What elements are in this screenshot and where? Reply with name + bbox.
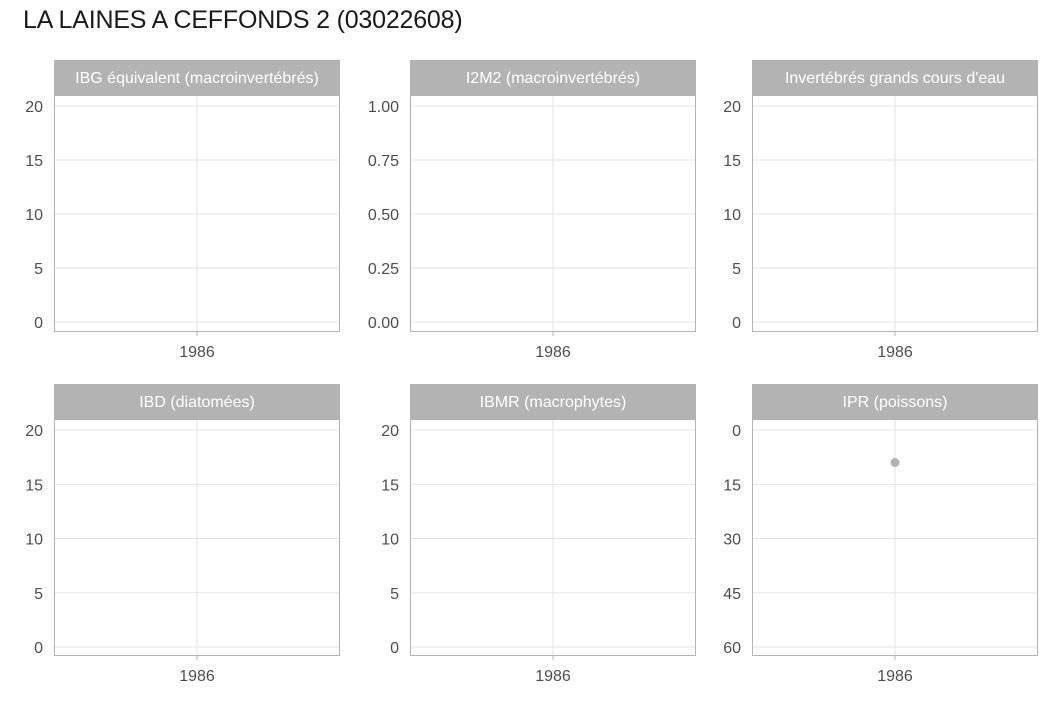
y-tick-label: 20 [25,99,43,116]
y-tick-label: 10 [723,207,741,224]
x-tick-label: 1986 [535,668,571,685]
facet-panel: IBMR (macrophytes) 20 15 10 5 0 1986 [381,384,696,685]
y-tick-label: 10 [381,532,399,549]
facet-title: IPR (poissons) [843,394,948,411]
y-tick-label: 0 [34,315,43,332]
data-point [890,458,900,468]
facet-panel: Invertébrés grands cours d'eau 20 15 10 5 0 19… [723,60,1038,361]
x-tick-label: 1986 [179,668,215,685]
facet-panel: IBG équivalent (macroinvertébrés) 20 15 10 5… [25,60,340,361]
x-tick-label: 1986 [877,344,913,361]
y-tick-label: 0.00 [368,315,399,332]
facet-panel: IBD (diatomées) 20 15 10 5 0 1986 [25,384,340,685]
facet-strip [410,60,696,95]
y-tick-label: 0 [390,640,399,657]
y-tick-label: 15 [723,153,741,170]
facet-strip [410,384,696,419]
facet-title: IBD (diatomées) [139,394,255,411]
facet-strip [54,60,340,95]
facet-strip [752,60,1038,95]
x-tick-label: 1986 [535,344,571,361]
y-tick-label: 15 [723,477,741,494]
y-tick-label: 5 [34,261,43,278]
panel-border [54,419,340,656]
x-tick-label: 1986 [179,344,215,361]
y-tick-label: 0.25 [368,261,399,278]
y-tick-label: 0.50 [368,207,399,224]
y-tick-label: 5 [34,586,43,603]
y-tick-label: 15 [25,477,43,494]
panel-border [752,95,1038,332]
y-tick-label: 10 [25,532,43,549]
facet-title: IBMR (macrophytes) [480,394,627,411]
page-title: LA LAINES A CEFFONDS 2 (03022608) [23,6,463,34]
y-tick-label: 5 [732,261,741,278]
panel-border [54,95,340,332]
facet-title: I2M2 (macroinvertébrés) [466,70,640,87]
y-tick-label: 20 [723,99,741,116]
facet-panel: I2M2 (macroinvertébrés) 1.00 0.75 0.50 0.25 0… [368,60,696,361]
y-tick-label: 0 [732,423,741,440]
x-tick-label: 1986 [877,668,913,685]
y-tick-label: 1.00 [368,99,399,116]
y-tick-label: 0 [34,640,43,657]
y-tick-label: 20 [25,423,43,440]
y-tick-label: 0.75 [368,153,399,170]
panel-border [410,419,696,656]
facet-title: IBG équivalent (macroinvertébrés) [75,70,319,87]
facet-strip [752,384,1038,419]
panel-border [410,95,696,332]
y-tick-label: 15 [25,153,43,170]
facet-panel: IPR (poissons) 0 15 30 45 60 1986 [723,384,1038,685]
facet-strip [54,384,340,419]
y-tick-label: 60 [723,640,741,657]
y-tick-label: 10 [25,207,43,224]
facet-title: Invertébrés grands cours d'eau [785,70,1005,87]
y-tick-label: 45 [723,586,741,603]
y-tick-label: 5 [390,586,399,603]
y-tick-label: 20 [381,423,399,440]
y-tick-label: 0 [732,315,741,332]
panel-border [752,419,1038,656]
y-tick-label: 30 [723,532,741,549]
y-tick-label: 15 [381,477,399,494]
